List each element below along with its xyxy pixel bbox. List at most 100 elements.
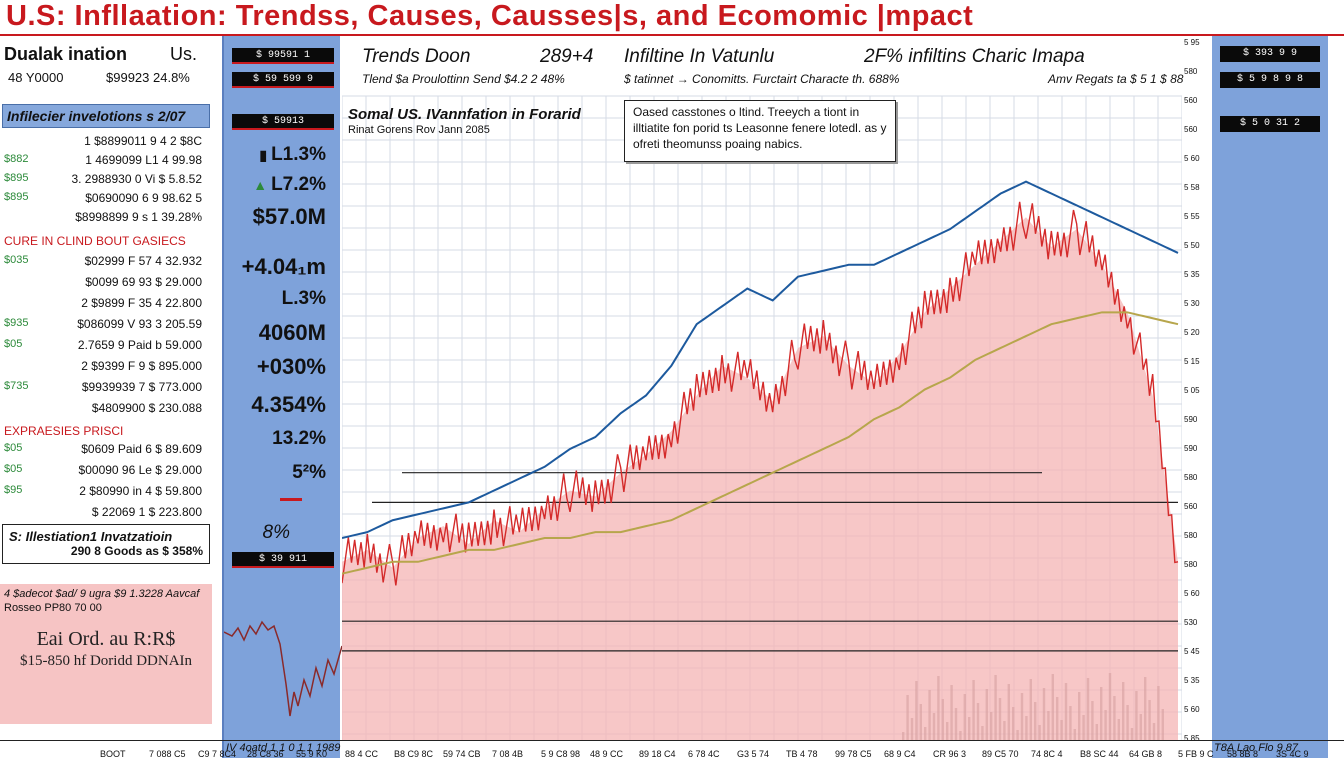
stat-text: L1.3%: [271, 144, 326, 165]
volume-bar: [1130, 728, 1134, 740]
volume-bar: [937, 676, 940, 740]
chart-series-lines: [342, 180, 1179, 586]
volume-bar: [963, 694, 966, 740]
right-axis-tick: 5 45: [1184, 647, 1200, 656]
volume-bar: [1104, 710, 1107, 740]
right-axis-tick: 5 35: [1184, 676, 1200, 685]
volume-bar: [990, 712, 993, 740]
right-axis-tick: 5 55: [1184, 212, 1200, 221]
row-marker: $935: [4, 317, 29, 329]
stats-ticker: $ 39 911: [232, 552, 334, 568]
left-data-row: $895 3. 2988930 0 Vi $ 5.8.52: [0, 172, 214, 190]
right-axis-tick: 5 95: [1184, 38, 1200, 47]
bottom-axis-label: 88 4 CC: [345, 749, 379, 759]
right-axis: 5 95 580 560 560 5 60 5 58 5 55 5 50 5 35 5 30 5 2…: [1182, 36, 1212, 758]
right-axis-tick: 580: [1184, 560, 1198, 569]
right-footer: T8A Lao Flo 9 87: [1214, 742, 1298, 754]
stat-value: 13.2%: [272, 428, 326, 449]
stats-sparkline: [224, 620, 342, 717]
bottom-axis-label: B8 C9 8C: [394, 749, 434, 759]
row-text: $9939939 7 $ 773.000: [81, 380, 202, 394]
note-big-text: Eai Ord. au R:R$: [36, 628, 176, 650]
chart-title: Somal US. IVannfation in Forarid: [348, 106, 581, 123]
far-right-axis: [1328, 36, 1344, 758]
chart-subtitle: Rinat Gorens Rov Jann 2085: [348, 124, 490, 136]
row-text: $0609 Paid 6 $ 89.609: [81, 442, 202, 456]
row-text: $8998899 9 s 1 39.28%: [75, 210, 202, 224]
note-line-1: 4 $adecot $ad/ 9 ugra $9 1.3228 Aavcaf: [4, 588, 200, 600]
stat-underline: [280, 498, 302, 501]
chart-annotation: Oased casstones o ltind. Treeych a tiont…: [624, 100, 896, 162]
volume-bar: [1007, 684, 1010, 740]
volume-bar: [1038, 725, 1041, 740]
bottom-axis-label: 3S 4C 9: [1276, 749, 1309, 759]
chart-header-title-mid: 289+4: [540, 46, 594, 67]
bottom-axis-label: 58 8B 8: [1227, 749, 1259, 759]
volume-bar: [1020, 693, 1024, 740]
title-divider: [0, 34, 1344, 36]
left-data-row: $95 2 $80990 in 4 $ 59.800: [0, 484, 214, 502]
volume-bar: [1100, 687, 1103, 740]
chart-header-sub-far: Amv Regats ta $ 5 1 $ 88: [1048, 72, 1184, 86]
bottom-axis: BOOT 7 088 C5 C9 7 8C4 28 C8 36 55 9 K0 88 4 …: [0, 740, 1344, 768]
volume-bar: [1056, 697, 1059, 740]
right-axis-tick: 580: [1184, 531, 1198, 540]
volume-bar: [1060, 720, 1063, 740]
left-section-causes: Cure in Clind Bout Gasiecs: [4, 234, 186, 248]
chart-volume-bars: [902, 673, 1164, 740]
right-axis-tick: 5 60: [1184, 589, 1200, 598]
left-summary-box: S: Illestiation1 Invatzatioin 290 8 Good…: [2, 524, 210, 564]
bottom-axis-label: 5 FB 9 C: [1178, 749, 1214, 759]
left-data-row: $895 $0690090 6 9 98.62 5: [0, 191, 214, 209]
series-line: [342, 201, 1179, 586]
volume-bar: [972, 680, 975, 740]
chart-reference-lines: [342, 472, 1178, 652]
volume-bar: [928, 690, 931, 740]
volume-bar: [985, 689, 988, 740]
volume-bar: [1161, 709, 1164, 740]
volume-bar: [994, 675, 997, 740]
right-axis-tick: 580: [1184, 473, 1198, 482]
right-ticker: $ 5 0 31 2: [1220, 116, 1320, 132]
row-text: 3. 2988930 0 Vi $ 5.8.52: [71, 172, 202, 186]
page-title: U.S: Infllaation: Trendss, Causes, Causs…: [6, 0, 974, 32]
bottom-axis-label: 89 C5 70: [982, 749, 1019, 759]
volume-bar: [1091, 701, 1094, 740]
row-text: $4809900 $ 230.088: [91, 401, 202, 415]
volume-bar: [902, 732, 905, 740]
row-text: 2 $9399 F 9 $ 895.000: [81, 359, 202, 373]
chart-header-title-left: Trends Doon: [362, 46, 471, 67]
volume-bar: [968, 717, 971, 740]
volume-bar: [981, 726, 984, 740]
bottom-axis-label: 99 78 C5: [835, 749, 872, 759]
right-axis-tick: 5 05: [1184, 386, 1200, 395]
left-data-row: $0099 69 93 $ 29.000: [0, 275, 214, 293]
stat-value: $57.0M: [252, 204, 326, 229]
row-text: $00090 96 Le $ 29.000: [78, 463, 202, 477]
row-marker: $882: [4, 153, 29, 165]
volume-bar: [1064, 683, 1068, 740]
bottom-axis-label: 7 08 4B: [492, 749, 524, 759]
row-marker: $895: [4, 172, 29, 184]
chart-area: Trends Doon 289+4 Infiltine In Vatunlu 2…: [342, 36, 1184, 758]
left-summary-value: 290 8 Goods as $ 358%: [70, 544, 203, 558]
right-axis-tick: 5 85: [1184, 734, 1200, 743]
row-text: 1 $8899011 9 4 2 $8C: [84, 134, 202, 148]
right-axis-tick: 5 30: [1184, 299, 1200, 308]
left-data-row: $05 2.7659 9 Paid b 59.000: [0, 338, 214, 356]
bottom-axis-label: CR 96 3: [933, 749, 967, 759]
volume-bar: [998, 698, 1002, 740]
bottom-axis-label: TB 4 78: [786, 749, 818, 759]
left-box-label: Infilecier invelotions s 2/07: [2, 104, 210, 128]
volume-bar: [1113, 696, 1116, 740]
volume-bar: [976, 703, 980, 740]
volume-bar: [1122, 682, 1125, 740]
volume-bar: [1095, 724, 1098, 740]
left-data-row: 2 $9399 F 9 $ 895.000: [0, 359, 214, 377]
volume-bar: [1042, 688, 1046, 740]
right-axis-tick: 560: [1184, 502, 1198, 511]
bottom-axis-label: 64 GB 8: [1129, 749, 1163, 759]
volume-bar: [924, 727, 927, 740]
bottom-axis-label: 74 8C 4: [1031, 749, 1063, 759]
volume-bar: [1016, 730, 1019, 740]
